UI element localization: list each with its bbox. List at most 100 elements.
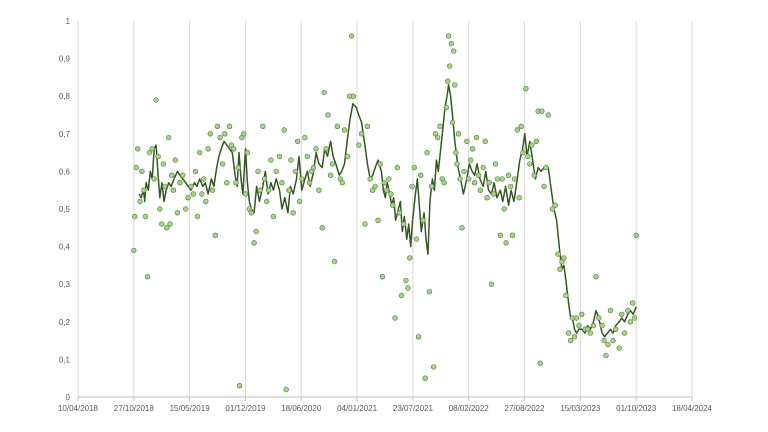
data-point: [174, 210, 181, 216]
data-point: [260, 123, 266, 130]
data-point: [199, 191, 205, 197]
data-point: [539, 108, 545, 114]
data-point: [587, 330, 594, 336]
data-point: [169, 172, 175, 178]
data-point: [631, 315, 638, 321]
data-point: [231, 146, 237, 152]
data-point: [235, 164, 241, 171]
data-point: [375, 217, 381, 224]
data-point: [251, 240, 257, 246]
data-point: [629, 300, 636, 306]
data-point: [264, 198, 270, 205]
data-point: [448, 40, 455, 47]
data-point: [379, 274, 386, 280]
data-point: [488, 281, 495, 287]
data-point: [248, 210, 255, 216]
data-point: [180, 172, 186, 178]
data-point: [244, 149, 251, 156]
data-point: [475, 172, 482, 178]
data-point: [573, 315, 580, 321]
data-point: [313, 146, 319, 152]
x-tick-labels: 10/04/2018 27/10/2018 15/05/2019 01/12/2019…: [58, 404, 713, 413]
data-point: [170, 187, 177, 193]
data-point: [164, 225, 170, 231]
data-point: [437, 123, 443, 130]
data-point: [490, 191, 497, 197]
data-point: [364, 123, 371, 130]
data-point: [381, 180, 388, 186]
data-point: [296, 198, 303, 205]
x-tick-label: 27/10/2018: [114, 404, 155, 413]
data-point: [160, 161, 167, 167]
data-point: [499, 176, 505, 182]
y-tick-label: 0,3: [59, 280, 71, 289]
y-tick-label: 0,6: [59, 167, 71, 176]
data-point: [610, 337, 616, 344]
data-point: [325, 112, 331, 118]
data-point: [518, 123, 524, 130]
data-point: [162, 183, 168, 190]
data-point: [304, 153, 311, 160]
data-point: [279, 180, 285, 186]
data-point: [625, 307, 631, 314]
data-point: [265, 187, 272, 193]
x-tick-label: 08/02/2022: [449, 404, 490, 413]
y-tick-label: 0,9: [59, 55, 71, 64]
data-point: [492, 161, 499, 167]
y-tick-label: 0,8: [59, 92, 71, 101]
data-point: [552, 202, 558, 208]
data-point: [151, 176, 157, 182]
data-point: [167, 221, 173, 227]
data-point: [557, 266, 563, 272]
data-point: [451, 48, 457, 54]
data-point: [469, 146, 476, 152]
data-point: [217, 134, 223, 141]
data-point: [149, 146, 155, 152]
data-point: [290, 210, 296, 216]
data-point: [396, 210, 403, 216]
data-point: [294, 138, 301, 145]
data-point: [146, 149, 153, 156]
data-point: [310, 164, 317, 171]
data-point: [350, 93, 357, 99]
data-point: [509, 232, 516, 239]
data-point: [523, 85, 529, 92]
data-point: [321, 89, 327, 96]
data-point: [286, 187, 292, 193]
data-point: [543, 164, 549, 171]
data-point: [241, 131, 247, 137]
data-point: [302, 134, 308, 141]
data-point: [511, 176, 518, 182]
data-point: [464, 138, 470, 145]
data-point: [514, 127, 520, 133]
data-point: [596, 315, 602, 321]
data-point: [219, 161, 226, 167]
data-point: [563, 292, 569, 299]
data-point: [194, 213, 201, 220]
data-point: [226, 123, 233, 130]
data-point: [273, 168, 279, 175]
data-point: [484, 195, 490, 201]
data-point: [507, 183, 514, 190]
data-point: [435, 134, 441, 141]
data-point: [621, 330, 628, 336]
data-point: [505, 172, 512, 178]
data-point: [394, 164, 400, 171]
data-point: [323, 146, 329, 152]
data-point: [209, 187, 216, 193]
data-point: [299, 176, 305, 182]
data-point: [398, 292, 405, 299]
y-tick-labels: 0 0,1 0,2 0,3 0,4 0,5 0,6 0,7 0,8 0,9 1: [59, 17, 71, 402]
gridlines: [77, 21, 693, 397]
data-point: [141, 187, 147, 193]
x-tick-label: 18/04/2024: [672, 404, 713, 413]
x-tick-label: 01/10/2023: [616, 404, 657, 413]
data-point: [445, 33, 452, 39]
data-point: [348, 33, 355, 39]
data-point: [422, 375, 428, 381]
data-point: [207, 131, 214, 137]
data-point: [201, 176, 207, 182]
x-tick-label: 01/12/2019: [225, 404, 266, 413]
data-point: [503, 240, 509, 246]
